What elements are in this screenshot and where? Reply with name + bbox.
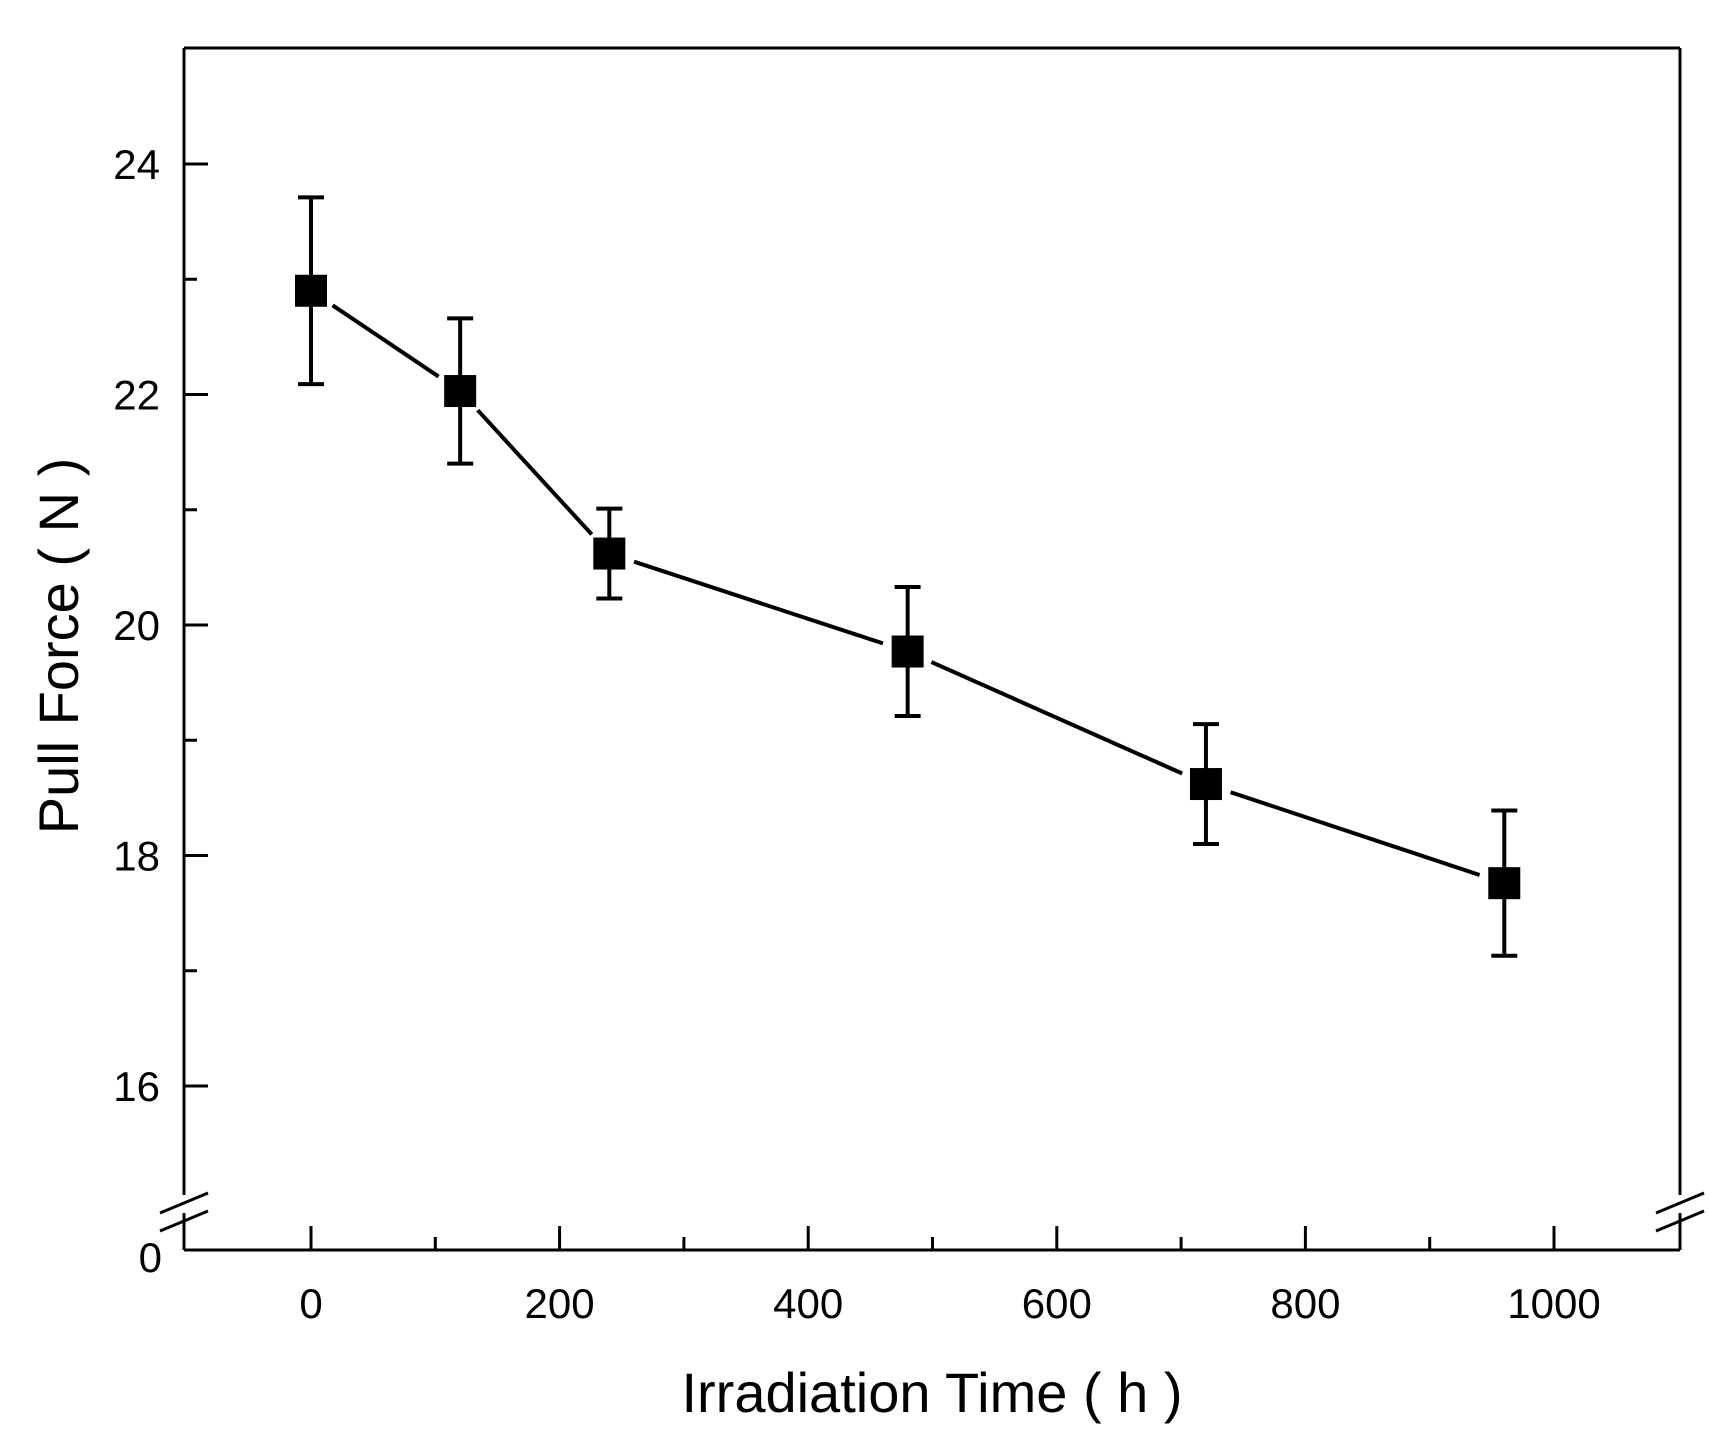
series-pull-force — [295, 195, 1521, 958]
y-break-zero-label: 0 — [139, 1234, 162, 1281]
axis-ticks — [184, 162, 1556, 1250]
axis-break-right — [1655, 1191, 1705, 1233]
series-line-segment — [1230, 790, 1481, 877]
x-axis-title: Irradiation Time ( h ) — [681, 1361, 1182, 1424]
axis-break-left — [159, 1191, 209, 1233]
y-tick-label: 20 — [113, 602, 160, 649]
x-tick-label: 0 — [299, 1280, 322, 1327]
axis-tick-labels: 0 200 400 600 800 1000 16 18 20 22 24 — [113, 141, 1600, 1327]
series-line-segment — [930, 660, 1184, 776]
x-tick-label: 200 — [525, 1280, 595, 1327]
x-tick-label: 1000 — [1507, 1280, 1600, 1327]
data-point-marker — [444, 375, 477, 408]
y-tick-label: 22 — [113, 372, 160, 419]
data-point-marker — [295, 274, 327, 307]
y-axis-title: Pull Force ( N ) — [27, 458, 90, 835]
series-line-segment — [331, 303, 440, 379]
data-point-marker — [1189, 768, 1222, 801]
data-point-marker — [1488, 867, 1521, 900]
x-tick-label: 800 — [1270, 1280, 1340, 1327]
y-tick-label: 18 — [113, 833, 160, 880]
x-tick-label: 600 — [1022, 1280, 1092, 1327]
y-tick-label: 24 — [113, 141, 160, 188]
data-point-marker — [593, 537, 626, 570]
series-line-segment — [476, 408, 594, 536]
y-tick-label: 16 — [113, 1063, 160, 1110]
x-tick-label: 400 — [773, 1280, 843, 1327]
series-line-segment — [633, 559, 884, 646]
data-point-marker — [891, 635, 924, 668]
